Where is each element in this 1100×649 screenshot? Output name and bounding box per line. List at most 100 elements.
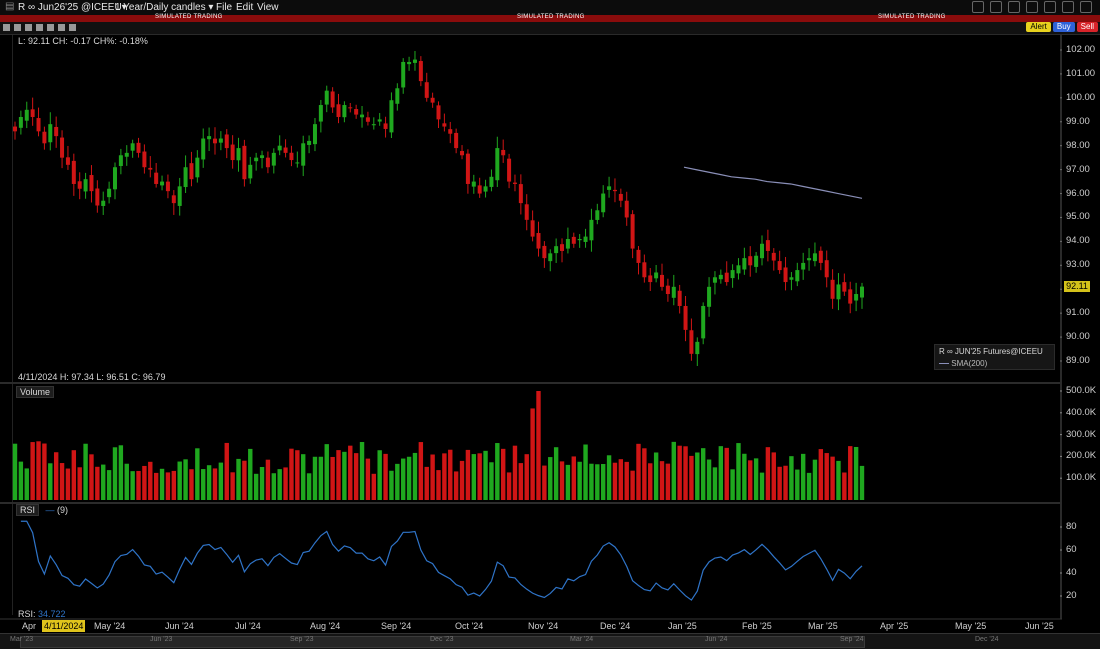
candle-body xyxy=(230,144,235,161)
volume-bar xyxy=(253,473,259,500)
navigator-bar[interactable]: Mar '23 Jun '23 Sep '23 Dec '23 Mar '24 … xyxy=(0,633,1100,649)
volume-bar xyxy=(848,446,853,500)
rsi-splitter[interactable] xyxy=(0,502,1062,504)
candle-body xyxy=(24,109,29,121)
volume-bar xyxy=(295,450,300,500)
menu-file[interactable]: File xyxy=(216,2,233,13)
x-label-may24: May '24 xyxy=(94,621,126,631)
candle-body xyxy=(318,105,323,122)
volume-bar xyxy=(306,473,312,500)
timeframe-selector[interactable]: 1 Year/Daily candles ▾ xyxy=(115,2,214,13)
volume-bar xyxy=(553,447,559,500)
nav-label-mar23: Mar '23 xyxy=(10,636,34,643)
pan-icon[interactable] xyxy=(58,24,65,31)
volume-bar xyxy=(606,455,612,500)
volume-tick-label: 400.0K xyxy=(1066,406,1097,418)
menu-edit[interactable]: Edit xyxy=(236,2,254,13)
volume-bar xyxy=(36,441,41,500)
line-tool-icon[interactable] xyxy=(14,24,21,31)
candle-body xyxy=(101,200,106,206)
volume-bar xyxy=(771,452,776,500)
candle-body xyxy=(712,277,717,283)
bar-info-line: 4/11/2024 H: 97.34 L: 96.51 C: 96.79 xyxy=(18,372,166,382)
candle-body xyxy=(360,114,365,118)
lock-icon[interactable] xyxy=(972,1,984,13)
help-icon[interactable] xyxy=(1026,1,1038,13)
buy-button[interactable]: Buy xyxy=(1052,22,1075,32)
volume-bar xyxy=(612,462,618,500)
maximize-icon[interactable] xyxy=(1062,1,1074,13)
volume-bar xyxy=(671,441,676,500)
sell-button[interactable]: Sell xyxy=(1076,22,1098,32)
x-label-may25: May '25 xyxy=(955,621,987,631)
volume-bar xyxy=(859,465,865,500)
candle-body xyxy=(183,167,188,188)
candle-body xyxy=(465,153,470,184)
volume-bar xyxy=(542,465,547,500)
volume-bar xyxy=(218,462,224,500)
candle-body xyxy=(348,107,353,109)
minimize-icon[interactable] xyxy=(1044,1,1056,13)
link-icon[interactable] xyxy=(990,1,1002,13)
zoom-out-icon[interactable] xyxy=(36,24,43,31)
settings-icon[interactable] xyxy=(1008,1,1020,13)
candle-body xyxy=(789,277,794,280)
candle-body xyxy=(436,105,441,120)
candle-body xyxy=(630,214,635,249)
candle-body xyxy=(65,157,70,165)
candle-body xyxy=(701,305,706,339)
candle-body xyxy=(218,138,223,143)
volume-bar xyxy=(642,448,647,500)
zoom-in-icon[interactable] xyxy=(25,24,32,31)
candle-body xyxy=(718,274,723,280)
volume-bar xyxy=(536,391,541,500)
candle-body xyxy=(430,97,435,103)
volume-bar xyxy=(677,445,682,500)
volume-bar xyxy=(77,467,82,500)
time-axis: Apr May '24 Jun '24 Jul '24 Aug '24 Sep … xyxy=(0,619,1100,633)
candle-body xyxy=(660,274,665,287)
volume-bar xyxy=(595,464,600,500)
volume-bar xyxy=(712,467,718,500)
price-tick-label: 96.00 xyxy=(1066,187,1090,199)
volume-bar xyxy=(112,447,118,500)
cursor-tool-icon[interactable] xyxy=(3,24,10,31)
candle-body xyxy=(418,61,423,82)
volume-bar xyxy=(759,472,765,500)
candle-body xyxy=(489,176,494,187)
alert-button[interactable]: Alert xyxy=(1026,22,1051,32)
volume-bar xyxy=(724,447,729,500)
candle-body xyxy=(401,61,406,88)
candle-body xyxy=(836,284,841,300)
volume-bar xyxy=(665,463,671,500)
volume-bar xyxy=(565,464,571,500)
candle-body xyxy=(742,258,747,270)
rsi-line-swatch: — xyxy=(45,505,55,515)
volume-bar xyxy=(265,459,271,500)
window-menu-icon[interactable]: ▤ xyxy=(5,1,15,12)
volume-bar xyxy=(24,468,29,500)
candle-body xyxy=(442,123,447,127)
close-icon[interactable] xyxy=(1080,1,1092,13)
volume-bar xyxy=(683,446,688,500)
candle-body xyxy=(42,131,47,144)
chart-canvas[interactable] xyxy=(0,35,1062,620)
menu-view[interactable]: View xyxy=(257,2,279,13)
candle-body xyxy=(36,118,41,132)
volume-bar xyxy=(12,443,18,500)
volume-bar xyxy=(695,452,700,500)
price-info-line: L: 92.11 CH: -0.17 CH%: -0.18% xyxy=(18,36,148,46)
candle-body xyxy=(707,286,712,307)
price-tick-label: 101.00 xyxy=(1066,67,1096,79)
crosshair-icon[interactable] xyxy=(47,24,54,31)
candle-body xyxy=(689,330,694,354)
candle-body xyxy=(60,137,65,158)
candle-body xyxy=(595,210,600,220)
volume-bar xyxy=(177,461,182,500)
volume-splitter[interactable] xyxy=(0,382,1062,384)
scroll-icon[interactable] xyxy=(69,24,76,31)
rsi-tick-label: 40 xyxy=(1066,567,1077,578)
candle-body xyxy=(389,100,394,133)
volume-bar xyxy=(659,461,665,500)
symbol-selector[interactable]: R ∞ Jun26'25 @ICEEU▾ xyxy=(18,2,127,13)
